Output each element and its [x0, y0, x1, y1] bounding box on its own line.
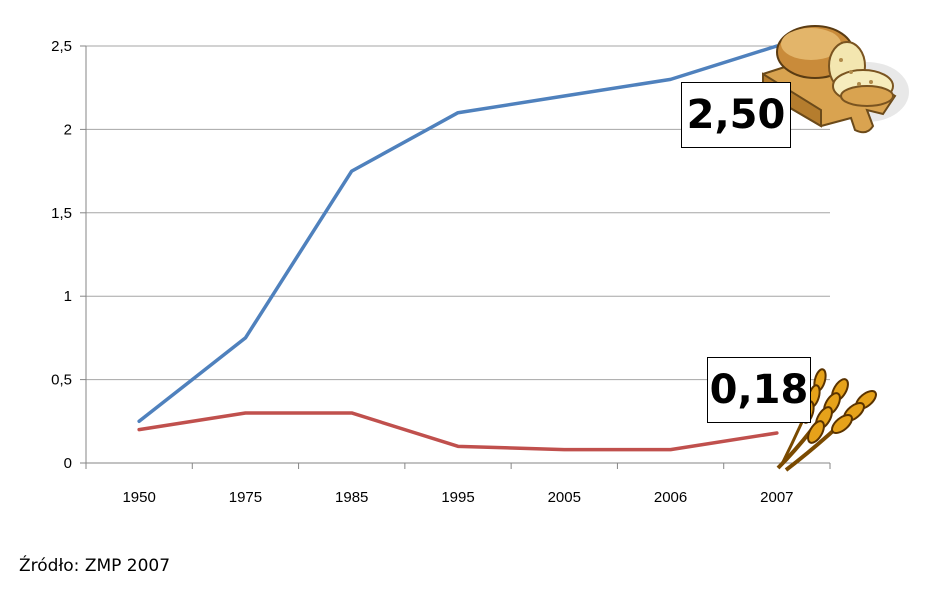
x-tick-labels: 1950 1975 1985 1995 2005 2006 2007 [122, 489, 793, 506]
series-line-1 [137, 411, 779, 452]
source-note: Źródło: ZMP 2007 [19, 556, 171, 576]
axes [80, 45, 831, 469]
y-tick-label: 0 [64, 455, 72, 472]
y-tick-label: 2,5 [51, 38, 72, 55]
y-tick-label: 1 [64, 288, 72, 305]
callout-grain-value: 0,18 [707, 357, 811, 423]
x-tick-label: 2007 [760, 489, 793, 506]
x-tick-label: 1985 [335, 489, 368, 506]
x-tick-label: 1975 [229, 489, 262, 506]
y-tick-label: 2 [64, 121, 72, 138]
wheat-icon [776, 368, 877, 472]
callout-bread-value: 2,50 [681, 82, 791, 148]
x-tick-label: 1950 [122, 489, 155, 506]
x-tick-label: 2005 [548, 489, 581, 506]
y-tick-label: 0,5 [51, 372, 72, 389]
x-tick-label: 1995 [441, 489, 474, 506]
y-tick-label: 1,5 [51, 205, 72, 222]
y-tick-labels: 0 0,5 1 1,5 2 2,5 [51, 38, 72, 472]
x-tick-label: 2006 [654, 489, 687, 506]
